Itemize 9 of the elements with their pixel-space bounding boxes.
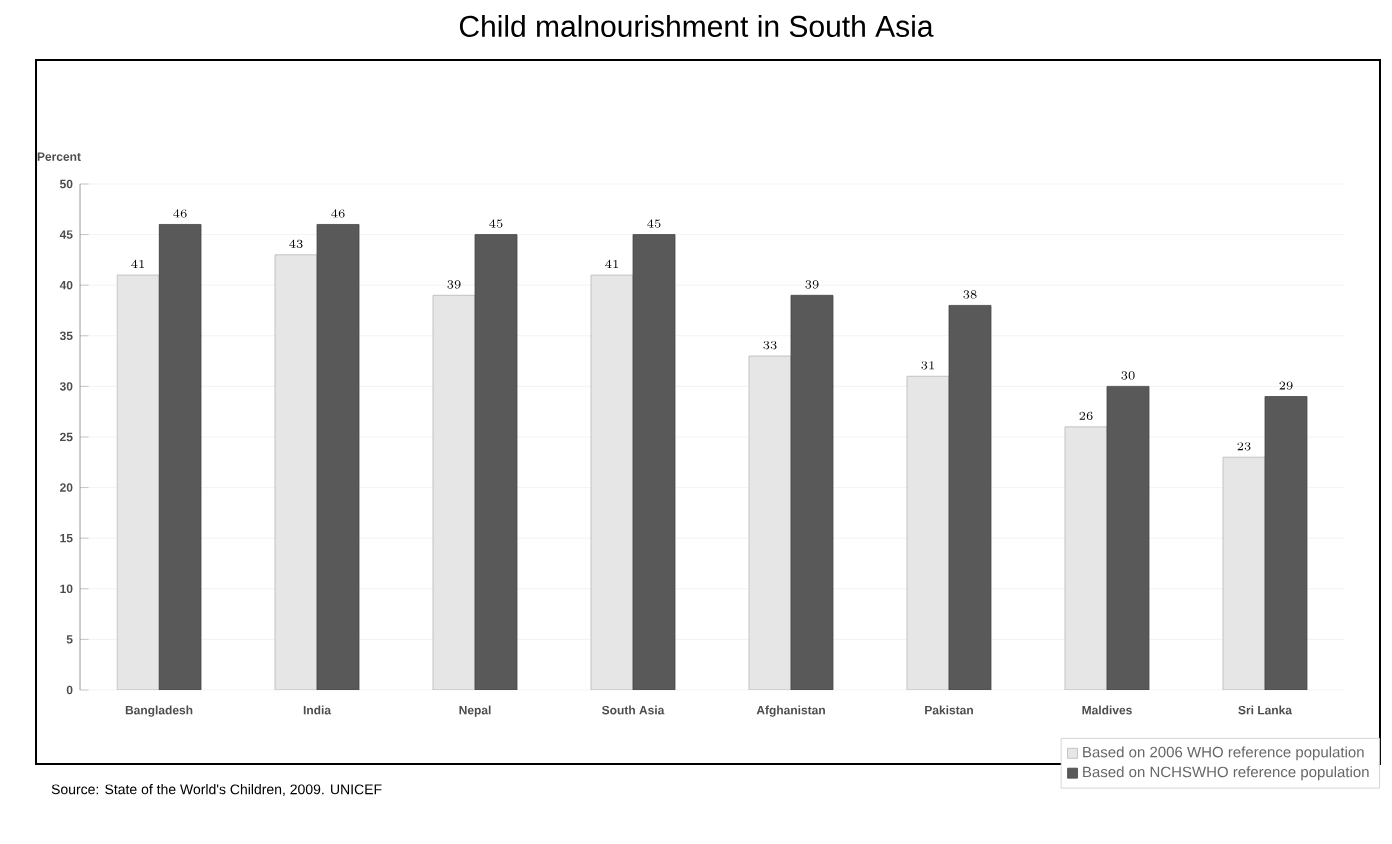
chart-title: Child malnourishment in South Asia bbox=[459, 14, 934, 37]
bar bbox=[474, 234, 518, 690]
bar bbox=[948, 305, 992, 690]
bar bbox=[316, 224, 360, 690]
bar bbox=[1106, 385, 1150, 690]
bar bbox=[158, 224, 202, 690]
bar bbox=[1264, 396, 1308, 690]
bar bbox=[790, 294, 834, 690]
bar bbox=[632, 234, 676, 690]
